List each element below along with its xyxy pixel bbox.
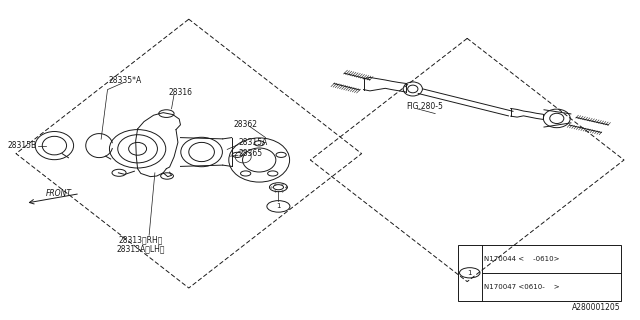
Text: 28362: 28362 xyxy=(234,120,258,129)
Text: A280001205: A280001205 xyxy=(572,303,621,312)
Bar xyxy=(458,245,621,301)
Text: N170044 <    -0610>: N170044 < -0610> xyxy=(484,256,560,262)
Text: 28365: 28365 xyxy=(239,149,263,158)
Text: 1: 1 xyxy=(276,204,281,209)
Text: 28335*A: 28335*A xyxy=(109,76,142,85)
Text: FRONT: FRONT xyxy=(46,189,72,198)
Text: 1: 1 xyxy=(467,270,472,276)
Text: 28315B: 28315B xyxy=(8,141,37,150)
Text: N170047 <0610-    >: N170047 <0610- > xyxy=(484,284,560,290)
Text: FIG.280-5: FIG.280-5 xyxy=(406,102,444,111)
Text: 28313〈RH〉: 28313〈RH〉 xyxy=(118,235,163,244)
Text: 28315A: 28315A xyxy=(239,138,268,147)
Text: 28316: 28316 xyxy=(169,88,193,97)
Text: 28313A〈LH〉: 28313A〈LH〉 xyxy=(116,244,165,253)
